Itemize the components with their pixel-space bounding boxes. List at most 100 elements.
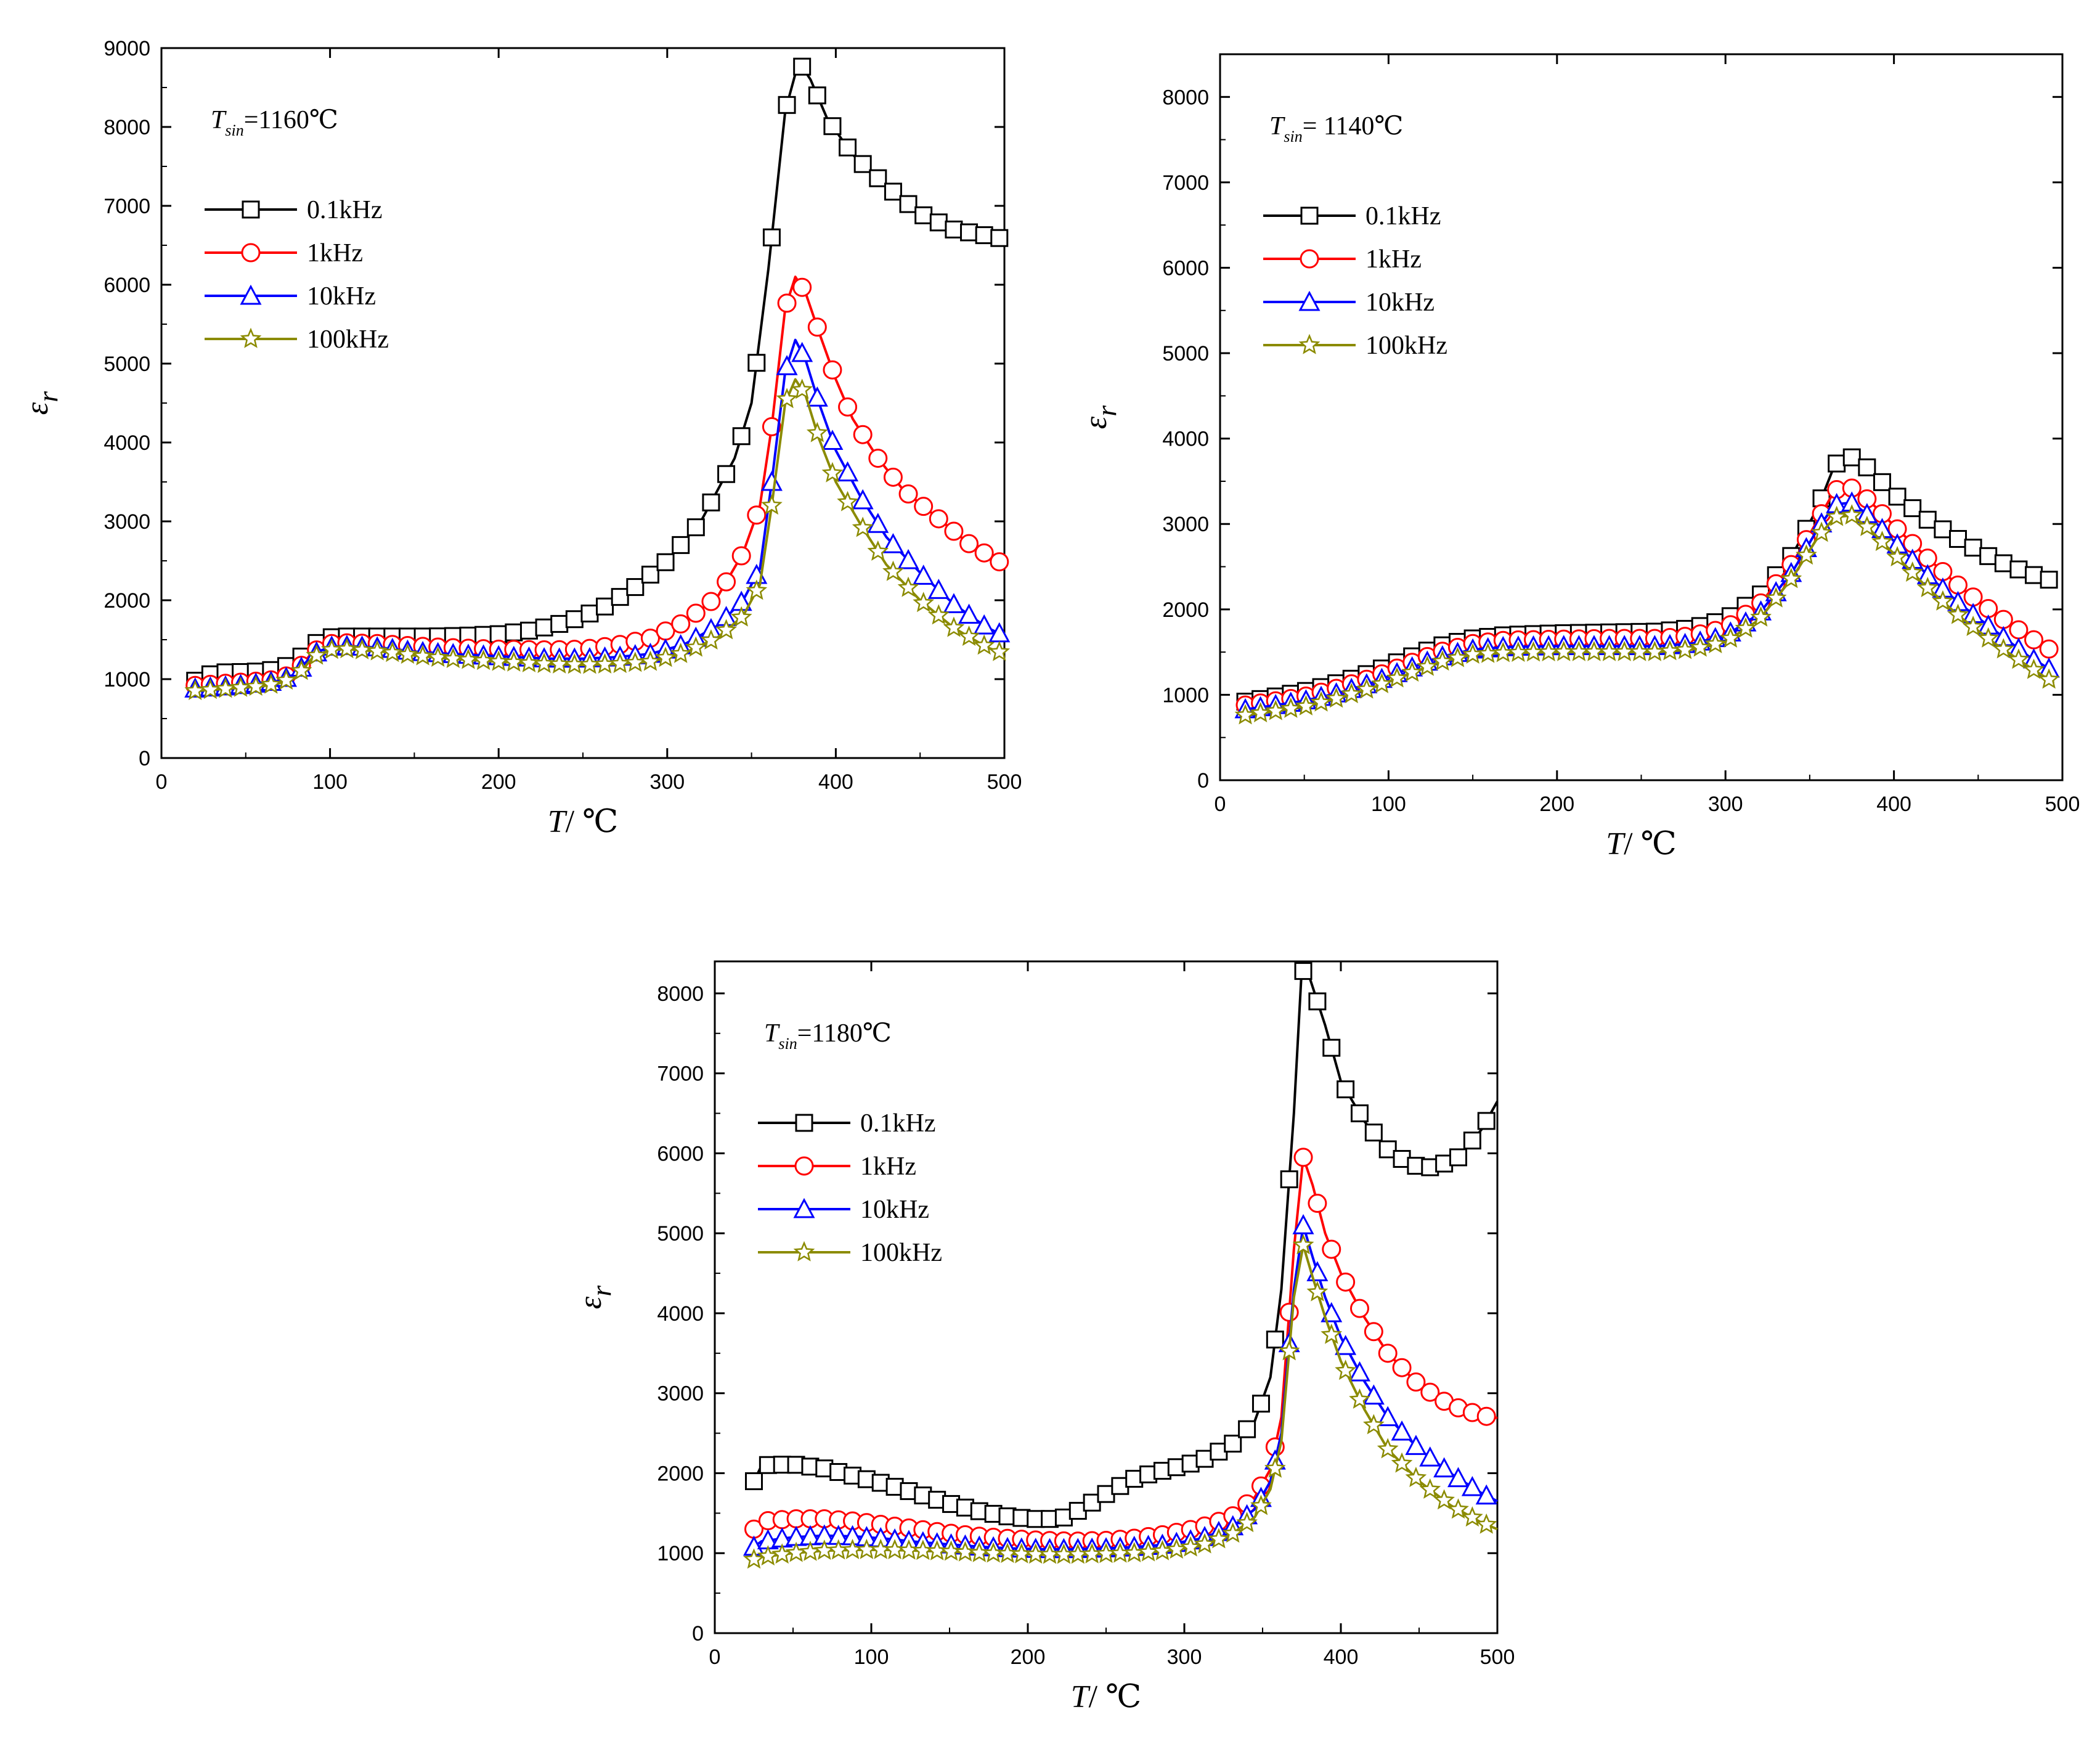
y-tick-label: 6000 — [657, 1142, 704, 1165]
data-point — [1477, 1112, 1496, 1130]
y-tick-label: 5000 — [657, 1222, 704, 1246]
data-point — [1279, 1302, 1299, 1322]
chart-3: 0 100 200 300 400 500010002000300040005000600… — [573, 960, 1515, 1714]
x-tick-label: 100 — [312, 770, 348, 794]
data-point — [306, 644, 328, 665]
data-point — [1992, 638, 2014, 659]
data-point — [760, 470, 783, 491]
data-point — [1934, 520, 1952, 539]
data-point — [1250, 702, 1271, 723]
data-point — [1308, 1194, 1327, 1213]
data-point — [1720, 627, 1741, 648]
data-point — [762, 417, 781, 436]
data-point — [1292, 1234, 1314, 1255]
data-point — [351, 638, 373, 659]
data-point — [1916, 576, 1939, 597]
tsin-annotation: Tsin=1180℃ — [764, 1019, 892, 1053]
legend-marker — [240, 327, 262, 348]
data-point — [671, 614, 691, 634]
y-tick-label: 7000 — [657, 1062, 704, 1086]
x-tick-label: 200 — [1011, 1645, 1046, 1669]
data-point — [973, 634, 995, 655]
x-tick-label: 0 — [1215, 793, 1226, 816]
data-point — [1447, 1498, 1469, 1519]
y-axis-title: εr — [20, 391, 63, 415]
series-line — [194, 60, 1005, 682]
data-point — [1238, 1420, 1256, 1438]
data-point — [580, 605, 599, 623]
data-point — [1735, 617, 1757, 638]
data-point — [1871, 531, 1893, 552]
legend-label: 10kHz — [860, 1196, 929, 1224]
data-point — [914, 206, 933, 224]
data-point — [640, 650, 661, 671]
legend-label: 0.1kHz — [1365, 202, 1441, 230]
data-point — [2008, 648, 2030, 669]
data-point — [1447, 646, 1468, 667]
data-point — [1378, 1343, 1398, 1363]
legend-marker — [240, 284, 262, 305]
data-point — [1340, 683, 1362, 704]
data-point — [808, 86, 826, 105]
data-point — [852, 489, 874, 510]
legend-label: 100kHz — [1365, 332, 1447, 360]
data-point — [1264, 699, 1287, 720]
data-point — [1886, 546, 1908, 567]
data-point — [1433, 1457, 1455, 1478]
data-point — [1208, 1528, 1230, 1549]
data-point — [1704, 632, 1727, 653]
data-point — [702, 493, 720, 512]
data-point — [853, 425, 873, 444]
y-tick-label: 2000 — [657, 1462, 704, 1485]
data-point — [1449, 1148, 1467, 1167]
data-point — [990, 229, 1009, 247]
data-point — [899, 195, 918, 213]
data-point — [823, 360, 842, 380]
data-point — [897, 576, 919, 597]
series-100kHz — [743, 1234, 1498, 1569]
chart-1: 0 100 200 300 400 500010002000300040005000600… — [20, 37, 1022, 839]
data-point — [656, 553, 675, 571]
data-point — [550, 614, 569, 633]
data-point — [1362, 1384, 1385, 1405]
data-point — [1765, 587, 1787, 608]
data-point — [260, 673, 282, 694]
series-0.1kHz — [186, 57, 1009, 690]
data-point — [1336, 1272, 1356, 1292]
data-point — [1406, 1372, 1426, 1392]
data-point — [1461, 1506, 1483, 1527]
data-point — [565, 610, 584, 629]
legend-marker — [242, 200, 260, 219]
data-point — [913, 565, 935, 585]
data-point — [1293, 1148, 1313, 1167]
data-point — [2038, 668, 2060, 689]
data-point — [1932, 590, 1954, 611]
data-point — [1322, 1038, 1341, 1057]
data-point — [929, 509, 948, 529]
y-tick-label: 1000 — [657, 1542, 704, 1565]
x-tick-label: 0 — [156, 770, 168, 794]
y-tick-label: 1000 — [104, 668, 150, 691]
legend-marker — [795, 1114, 813, 1132]
data-point — [1475, 1484, 1497, 1505]
data-point — [1419, 1446, 1441, 1467]
data-point — [1842, 448, 1861, 467]
data-point — [743, 1548, 765, 1569]
x-tick-label: 400 — [1876, 793, 1911, 816]
data-point — [1674, 638, 1696, 659]
data-point — [821, 462, 844, 483]
data-point — [776, 355, 798, 375]
data-point — [958, 625, 980, 646]
data-point — [1321, 1302, 1343, 1323]
y-tick-label: 6000 — [1162, 256, 1209, 280]
data-point — [1306, 1281, 1329, 1302]
data-point — [1308, 992, 1327, 1011]
data-point — [1377, 1438, 1399, 1459]
y-tick-label: 2000 — [104, 589, 150, 613]
y-tick-label: 0 — [139, 747, 150, 770]
y-tick-label: 8000 — [1162, 86, 1209, 109]
data-point — [1377, 1406, 1399, 1427]
legend-label: 10kHz — [307, 282, 376, 311]
data-point — [927, 604, 950, 625]
data-point — [913, 592, 935, 613]
